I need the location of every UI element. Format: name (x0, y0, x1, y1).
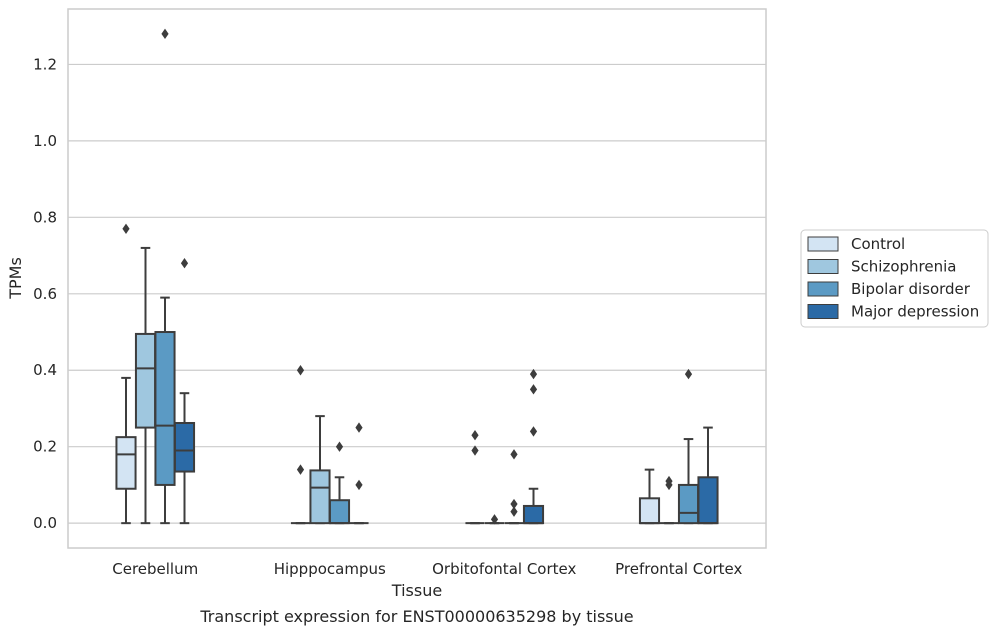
y-tick-label: 0.8 (33, 208, 57, 226)
outlier-point (490, 514, 499, 525)
box-body (154, 331, 176, 486)
outlier-point (355, 479, 363, 491)
legend-swatch (807, 281, 839, 297)
legend-swatch (807, 304, 839, 319)
y-axis-ticks: 0.0 0.2 0.4 0.6 0.8 1.0 1.2 (33, 55, 57, 532)
legend-frame (800, 229, 989, 328)
box-element (697, 426, 719, 525)
outlier-point (355, 422, 363, 433)
plot-area-frame (67, 8, 767, 549)
outlier-point (510, 449, 518, 460)
outlier-point (510, 506, 518, 517)
legend-item: Bipolar disorder (807, 280, 971, 298)
outlier-point (296, 365, 305, 376)
y-tick-label: 0.0 (33, 514, 57, 532)
box-element (290, 365, 311, 525)
legend-label: Major depression (851, 303, 979, 321)
outlier-point (180, 258, 189, 269)
outlier-point (471, 430, 479, 441)
x-tick-label: Prefrontal Cortex (615, 560, 742, 578)
outlier-point (122, 223, 130, 235)
legend-swatch (807, 259, 839, 274)
legend-label: Schizophrenia (851, 258, 956, 276)
series-schizophrenia (134, 246, 679, 525)
box-body (173, 421, 196, 473)
box-body (309, 469, 331, 525)
x-axis-title: Tissue (391, 581, 442, 600)
box-element (465, 430, 485, 525)
legend-item: Major depression (807, 303, 979, 321)
box-element (134, 246, 157, 525)
box-body (522, 504, 545, 525)
box-element (677, 368, 700, 525)
outlier-point (529, 368, 538, 380)
legend-item: Control (807, 235, 905, 253)
outlier-point (684, 368, 693, 380)
y-axis-title: TPMs (6, 257, 25, 300)
legend-item: Schizophrenia (807, 258, 956, 276)
x-axis-ticks: Cerebellum Hipppocampus Orbitofontal Corte… (112, 560, 742, 578)
x-tick-label: Cerebellum (112, 560, 198, 578)
y-tick-label: 1.0 (33, 132, 57, 150)
box-element (659, 475, 679, 525)
box-series (115, 28, 719, 525)
box-body (115, 436, 137, 490)
box-body (328, 499, 351, 525)
box-element (484, 514, 505, 525)
box-element (504, 449, 524, 525)
outlier-point (161, 28, 169, 40)
y-tick-label: 1.2 (33, 55, 57, 73)
box-body (677, 483, 700, 525)
outlier-point (529, 384, 538, 395)
box-element (115, 223, 137, 525)
outlier-point (335, 441, 344, 452)
box-element (349, 422, 369, 525)
box-element (154, 28, 176, 525)
y-tick-label: 0.2 (33, 438, 57, 456)
x-tick-label: Hipppocampus (274, 560, 386, 578)
outlier-point (510, 498, 518, 510)
outlier-point (471, 445, 479, 456)
box-element (173, 258, 196, 525)
legend: Control Schizophrenia Bipolar disorder Majo… (800, 229, 989, 328)
outlier-point (296, 464, 305, 475)
y-tick-label: 0.4 (33, 361, 57, 379)
box-element (638, 468, 661, 525)
y-tick-label: 0.6 (33, 285, 57, 303)
box-element (328, 441, 351, 525)
box-element (309, 415, 331, 525)
outlier-point (529, 426, 538, 437)
outlier-point (665, 475, 673, 487)
box-body (134, 332, 157, 429)
box-element (522, 368, 545, 525)
series-major-depression (173, 258, 719, 525)
legend-label: Bipolar disorder (851, 280, 971, 298)
legend-label: Control (851, 235, 905, 253)
series-bipolar-disorder (154, 28, 700, 525)
legend-swatch (807, 236, 839, 252)
box-body (638, 497, 661, 525)
box-body (697, 476, 719, 525)
chart-caption: Transcript expression for ENST0000063529… (199, 607, 633, 626)
x-tick-label: Orbitofontal Cortex (432, 560, 576, 578)
series-control (115, 223, 661, 525)
